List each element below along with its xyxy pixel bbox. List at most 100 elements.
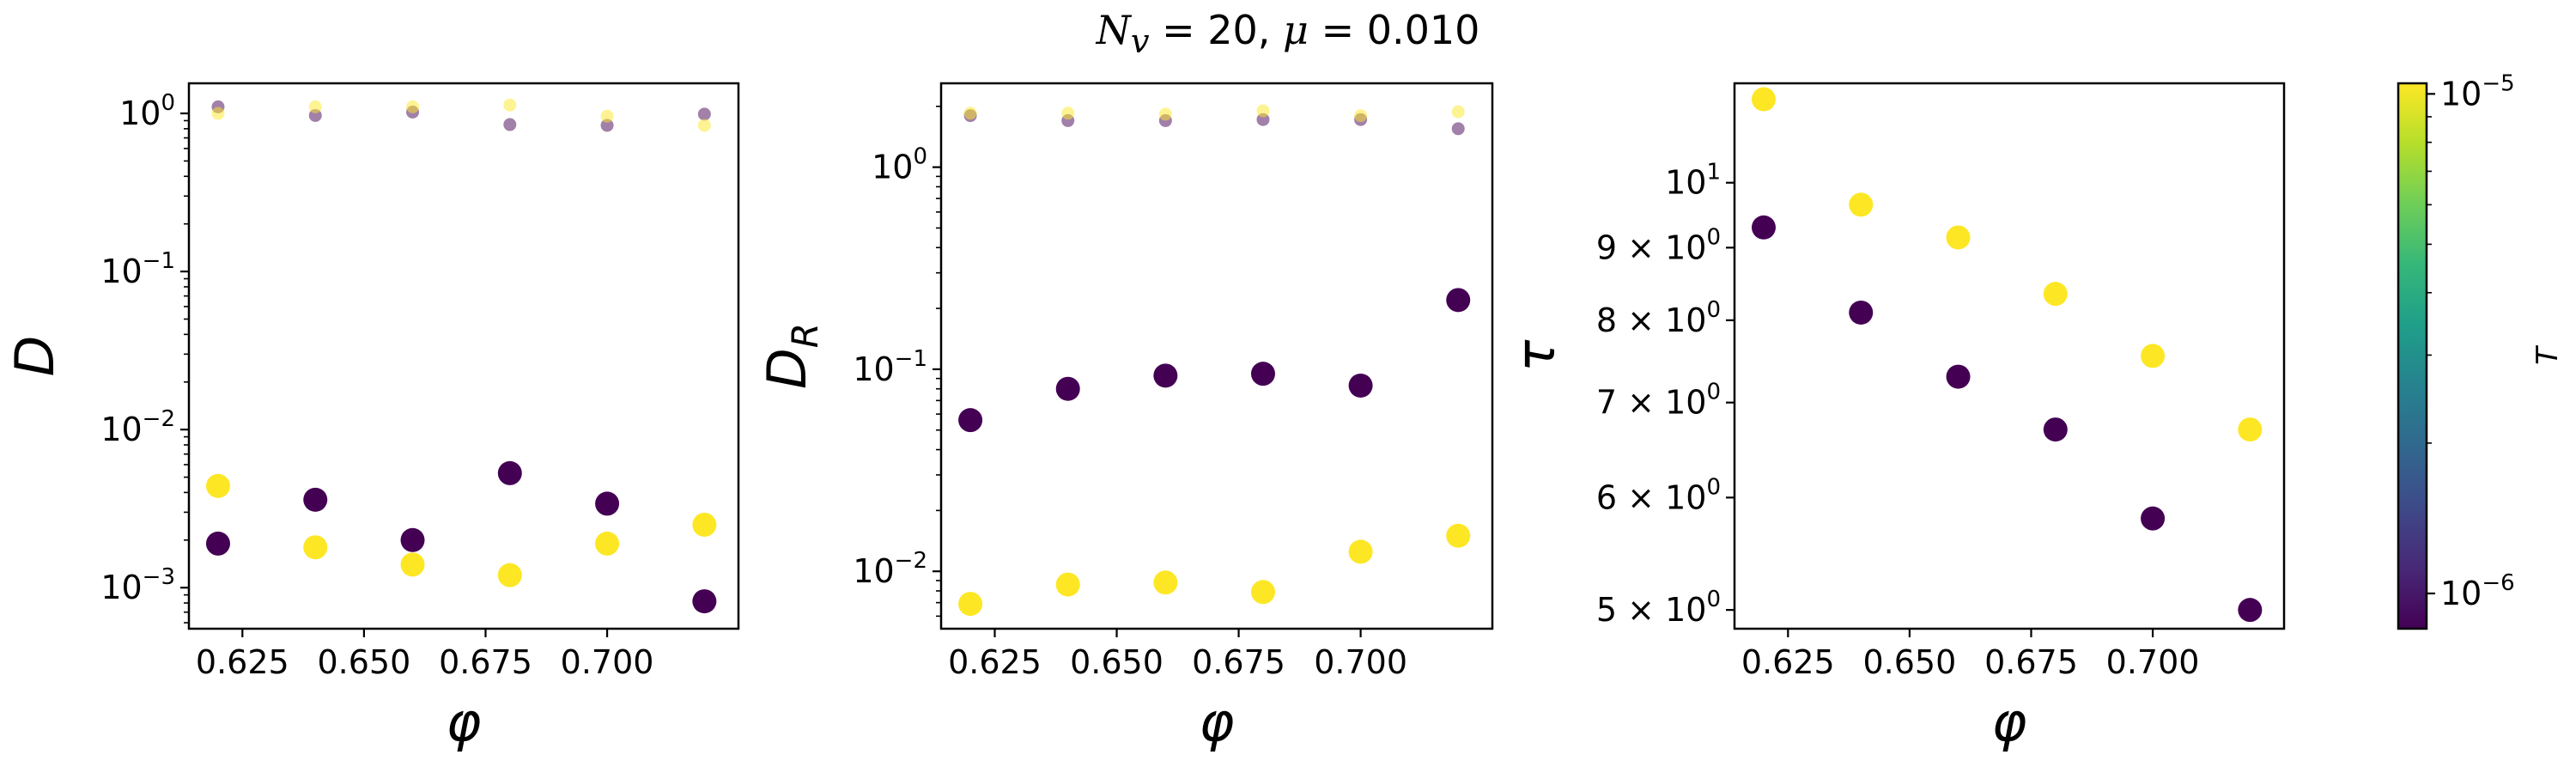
colorbar-label: T <box>2530 345 2565 365</box>
data-point <box>692 512 717 537</box>
data-point <box>697 119 711 132</box>
title-n-subscript: v <box>1130 22 1150 62</box>
data-point <box>1153 570 1178 595</box>
data-point <box>1751 87 1776 112</box>
y-tick-label-exp: 0 <box>913 144 927 170</box>
data-point <box>1354 109 1368 123</box>
panel-3: 0.625 0.650 0.675 0.700 φ τ <box>1504 82 2286 753</box>
data-point <box>1946 225 1971 250</box>
y-tick-label: 10−2 <box>100 406 175 448</box>
data-point <box>1451 122 1465 136</box>
y-axis-label-main: D <box>756 348 818 389</box>
figure-title: Nv = 20, μ = 0.010 <box>0 7 2576 61</box>
y-tick-label: 6 × 100 <box>1596 474 1721 516</box>
data-point <box>205 531 230 556</box>
data-point <box>1849 300 1874 325</box>
y-tick-label-base: 10 <box>100 411 142 448</box>
data-point <box>303 487 328 512</box>
data-point <box>2043 282 2068 307</box>
data-point <box>958 592 983 617</box>
x-tick-label: 0.625 <box>948 643 1042 681</box>
data-point <box>1055 572 1080 597</box>
x-tick-label: 0.625 <box>196 643 289 681</box>
colorbar-tick-label: 10−5 <box>2440 70 2515 113</box>
y-axis-label-main: τ <box>1504 339 1567 372</box>
y-axis-label: τ <box>1504 339 1567 372</box>
y-tick-label-exp: 0 <box>161 90 175 116</box>
title-mu-symbol: μ <box>1283 7 1309 53</box>
data-point <box>1348 373 1373 398</box>
colorbar-tick-label-base: 10 <box>2440 575 2482 612</box>
data-point <box>400 552 425 577</box>
data-point <box>308 100 322 113</box>
x-tick-label: 0.650 <box>1070 643 1163 681</box>
panel-1: 0.625 0.650 0.675 0.700 φ D <box>3 82 740 753</box>
data-point <box>2141 506 2166 531</box>
x-axis-label: φ <box>1992 691 2027 753</box>
x-tick-label: 0.675 <box>439 643 532 681</box>
data-point <box>406 100 420 113</box>
data-point <box>1055 376 1080 401</box>
y-axis-label-sub: R <box>784 323 826 348</box>
data-point <box>503 118 517 131</box>
data-point <box>1061 107 1075 120</box>
x-tick-label: 0.650 <box>317 643 410 681</box>
data-point <box>1451 105 1465 119</box>
data-point <box>497 460 522 485</box>
y-tick-label-base: 9 × 10 <box>1596 228 1707 266</box>
colorbar-tick-label-base: 10 <box>2440 75 2482 113</box>
x-tick-label: 0.700 <box>2106 643 2200 681</box>
title-n-value: = 20, <box>1149 7 1284 53</box>
y-tick-label-base: 8 × 10 <box>1596 301 1707 339</box>
data-point <box>1256 104 1270 118</box>
x-axis-label: φ <box>447 691 482 753</box>
data-point <box>1250 362 1275 386</box>
y-tick-label: 8 × 100 <box>1596 297 1721 339</box>
panel-2: 0.625 0.650 0.675 0.700 φ DR <box>756 82 1494 753</box>
data-point <box>692 589 717 614</box>
data-point <box>2238 598 2263 623</box>
axes-frame <box>939 82 1494 630</box>
data-point <box>303 535 328 560</box>
data-point <box>497 563 522 587</box>
y-tick-label-exp: 0 <box>1706 587 1721 612</box>
data-point <box>958 408 983 433</box>
data-point <box>697 107 711 121</box>
x-tick-label: 0.700 <box>561 643 654 681</box>
x-tick-label: 0.675 <box>1192 643 1285 681</box>
y-tick-label-exp: 1 <box>1706 160 1721 186</box>
y-tick-label-exp: 0 <box>1706 474 1721 500</box>
data-point <box>595 491 620 516</box>
y-tick-label: 9 × 100 <box>1596 224 1721 266</box>
y-tick-label-exp: −1 <box>895 346 927 372</box>
y-tick-label-base: 10 <box>853 350 894 388</box>
y-tick-label-base: 10 <box>853 552 894 590</box>
x-tick-label: 0.650 <box>1862 643 1956 681</box>
colorbar-fill <box>2398 83 2427 629</box>
y-tick-label-base: 10 <box>119 94 161 132</box>
axes-frame <box>187 82 740 630</box>
y-tick-label: 5 × 100 <box>1596 587 1721 629</box>
y-tick-label: 7 × 100 <box>1596 380 1721 422</box>
y-tick-label-exp: −2 <box>895 548 927 574</box>
y-tick-label-exp: −3 <box>143 564 175 590</box>
y-tick-label: 10−1 <box>853 346 927 388</box>
data-point <box>1153 363 1178 388</box>
x-tick-label: 0.675 <box>1984 643 2078 681</box>
y-tick-label-exp: 0 <box>1706 297 1721 323</box>
data-point <box>2238 417 2263 442</box>
colorbar-tick-label: 10−6 <box>2440 570 2515 612</box>
y-tick-label-base: 6 × 10 <box>1596 478 1707 516</box>
data-point <box>400 527 425 552</box>
data-point <box>600 109 614 123</box>
x-tick-label: 0.700 <box>1314 643 1407 681</box>
y-axis-label-main: D <box>3 336 66 377</box>
data-point <box>600 119 614 132</box>
data-point <box>2043 417 2068 442</box>
y-axis-label: D <box>3 336 66 377</box>
data-point <box>1348 539 1373 564</box>
title-mu-value: = 0.010 <box>1308 7 1480 53</box>
data-point <box>1250 580 1275 605</box>
y-tick-label-base: 10 <box>100 569 142 606</box>
data-point <box>963 107 977 120</box>
